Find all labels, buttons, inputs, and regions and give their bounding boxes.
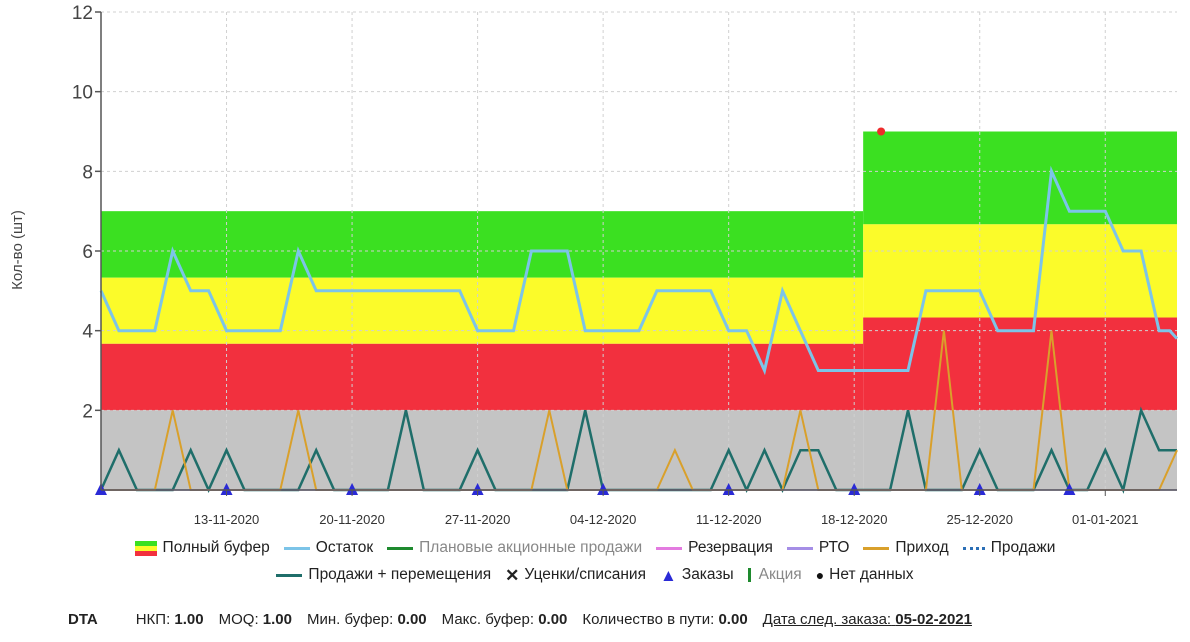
max-buffer-field: Макс. буфер: 0.00 xyxy=(442,611,568,628)
order-marker-7 xyxy=(973,483,986,495)
product-code: DTA xyxy=(68,611,98,628)
no-data-point-0 xyxy=(877,127,886,136)
red-zone-0 xyxy=(101,343,864,411)
legend-label: Продажи + перемещения xyxy=(308,566,492,583)
stock-chart: 2 4 6 8 10 12 13-11-2020 20-11-2020 27-11-2020 04… xyxy=(9,3,1179,527)
nkp-value: 1.00 xyxy=(174,611,204,628)
buffer-zones xyxy=(101,131,1177,490)
bar-icon xyxy=(747,568,751,582)
dot-icon: ● xyxy=(815,567,825,583)
legend-line-swatch xyxy=(786,546,813,550)
order-marker-6 xyxy=(848,483,861,495)
green-zone-0 xyxy=(101,211,864,278)
x-tick-label-28: 04-12-2020 xyxy=(570,512,637,527)
legend-label: РТО xyxy=(818,539,850,556)
axes: 2 4 6 8 10 12 13-11-2020 20-11-2020 27-11-2020 04… xyxy=(72,3,1177,527)
y-tick-label-6: 6 xyxy=(82,242,93,263)
nkp-label: НКП: xyxy=(135,611,171,628)
legend-label: Приход xyxy=(895,539,949,556)
x-tick-label-35: 11-12-2020 xyxy=(696,512,762,527)
legend-item-7[interactable]: Продажи + перемещения xyxy=(276,566,491,584)
legend-label: Полный буфер xyxy=(162,539,270,556)
min-buffer-value: 0.00 xyxy=(397,611,427,628)
x-tick-label-42: 18-12-2020 xyxy=(821,512,888,527)
in-transit-label: Количество в пути: xyxy=(582,611,715,628)
next-order-field[interactable]: Дата след. заказа: 05-02-2021 xyxy=(763,611,972,628)
product-code-text: DTA xyxy=(68,611,98,628)
order-marker-4 xyxy=(597,483,610,495)
series-line-0 xyxy=(99,165,1179,376)
legend-label: Резервация xyxy=(688,539,773,556)
in-transit-field: Количество в пути: 0.00 xyxy=(582,611,747,628)
legend-line-swatch xyxy=(276,573,303,577)
moq-label: MOQ: xyxy=(218,611,259,628)
green-zone-1 xyxy=(863,131,1177,225)
x-tick-label-21: 27-11-2020 xyxy=(445,512,511,527)
max-buffer-value: 0.00 xyxy=(538,611,568,628)
moq-field: MOQ: 1.00 xyxy=(219,611,292,628)
next-order-value: 05-02-2021 xyxy=(895,611,972,628)
grey-zone-1 xyxy=(863,410,1177,490)
max-buffer-label: Макс. буфер: xyxy=(441,611,535,628)
moq-value: 1.00 xyxy=(262,611,292,628)
min-buffer-field: Мин. буфер: 0.00 xyxy=(307,611,427,628)
legend-label: Акция xyxy=(758,566,802,583)
legend-label: Остаток xyxy=(315,539,374,556)
x-tick-label-7: 13-11-2020 xyxy=(194,512,260,527)
min-buffer-label: Мин. буфер: xyxy=(307,611,394,628)
legend-item-5[interactable]: Приход xyxy=(863,539,949,557)
summary-footer: DTA НКП: 1.00 MOQ: 1.00 Мин. буфер: 0.00… xyxy=(0,611,1190,628)
legend-item-6[interactable]: Продажи xyxy=(962,539,1056,557)
legend-row-1: Полный буфер Остаток Плановые акционные пр… xyxy=(0,539,1190,557)
order-marker-3 xyxy=(471,483,484,495)
legend-item-2[interactable]: Плановые акционные продажи xyxy=(387,539,642,557)
legend: Полный буфер Остаток Плановые акционные пр… xyxy=(0,539,1190,557)
full-buffer-swatch xyxy=(134,540,157,556)
legend-item-10[interactable]: Акция xyxy=(747,566,802,584)
x-tick-label-14: 20-11-2020 xyxy=(319,512,385,527)
y-tick-label-4: 4 xyxy=(82,322,93,343)
y-tick-label-2: 2 xyxy=(82,401,93,422)
legend-item-1[interactable]: Остаток xyxy=(283,539,374,557)
legend-label: Плановые акционные продажи xyxy=(419,539,643,556)
in-transit-value: 0.00 xyxy=(718,611,748,628)
yellow-zone-1 xyxy=(863,224,1177,318)
cross-icon: ✕ xyxy=(505,565,520,585)
legend-label: Заказы xyxy=(681,566,734,583)
legend-item-4[interactable]: РТО xyxy=(786,539,850,557)
y-tick-label-12: 12 xyxy=(72,3,93,24)
legend-line-swatch xyxy=(863,546,890,550)
legend-item-0[interactable]: Полный буфер xyxy=(134,539,270,557)
legend-2: Продажи + перемещения ✕ Уценки/списания ▲ За… xyxy=(0,566,1190,584)
legend-item-8[interactable]: ✕ Уценки/списания xyxy=(505,566,646,584)
grey-zone-0 xyxy=(101,410,864,490)
next-order-label: Дата след. заказа: xyxy=(762,611,892,628)
legend-item-9[interactable]: ▲ Заказы xyxy=(660,566,734,584)
legend-line-swatch xyxy=(387,546,414,550)
nkp-field: НКП: 1.00 xyxy=(136,611,204,628)
yellow-zone-0 xyxy=(101,277,864,344)
x-tick-label-49: 25-12-2020 xyxy=(946,512,1013,527)
y-axis-label: Кол-во (шт) xyxy=(9,210,26,290)
legend-dotted-swatch xyxy=(962,546,985,550)
order-marker-8 xyxy=(1063,483,1076,495)
legend-label: Продажи xyxy=(990,539,1056,556)
legend-item-3[interactable]: Резервация xyxy=(656,539,773,557)
legend-item-11[interactable]: ● Нет данных xyxy=(816,566,914,584)
order-marker-5 xyxy=(722,483,735,495)
legend-row-2: Продажи + перемещения ✕ Уценки/списания ▲ За… xyxy=(0,566,1190,584)
legend-line-swatch xyxy=(656,546,683,550)
y-tick-label-8: 8 xyxy=(82,162,93,183)
legend-label: Нет данных xyxy=(829,566,914,583)
order-marker-2 xyxy=(346,483,359,495)
triangle-icon: ▲ xyxy=(660,565,677,585)
y-tick-label-10: 10 xyxy=(72,83,93,104)
order-marker-1 xyxy=(220,483,233,495)
legend-line-swatch xyxy=(283,546,310,550)
legend-label: Уценки/списания xyxy=(524,566,646,583)
x-tick-label-56: 01-01-2021 xyxy=(1072,512,1139,527)
markers-group xyxy=(95,127,1076,495)
